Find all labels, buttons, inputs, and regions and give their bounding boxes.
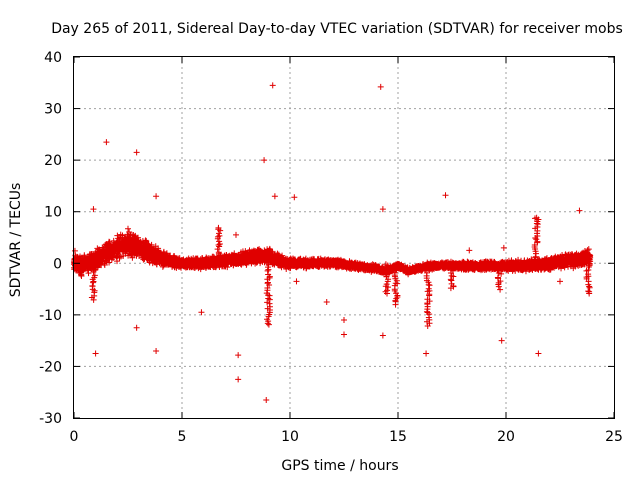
data-point [110,255,117,262]
chart-title: Day 265 of 2011, Sidereal Day-to-day VTE… [51,21,623,37]
data-point [78,273,85,280]
data-point [85,270,92,277]
data-point [145,241,152,248]
data-point [126,228,133,235]
data-point [124,225,131,232]
data-points [71,82,594,403]
data-point [114,258,121,265]
data-point [116,254,123,261]
